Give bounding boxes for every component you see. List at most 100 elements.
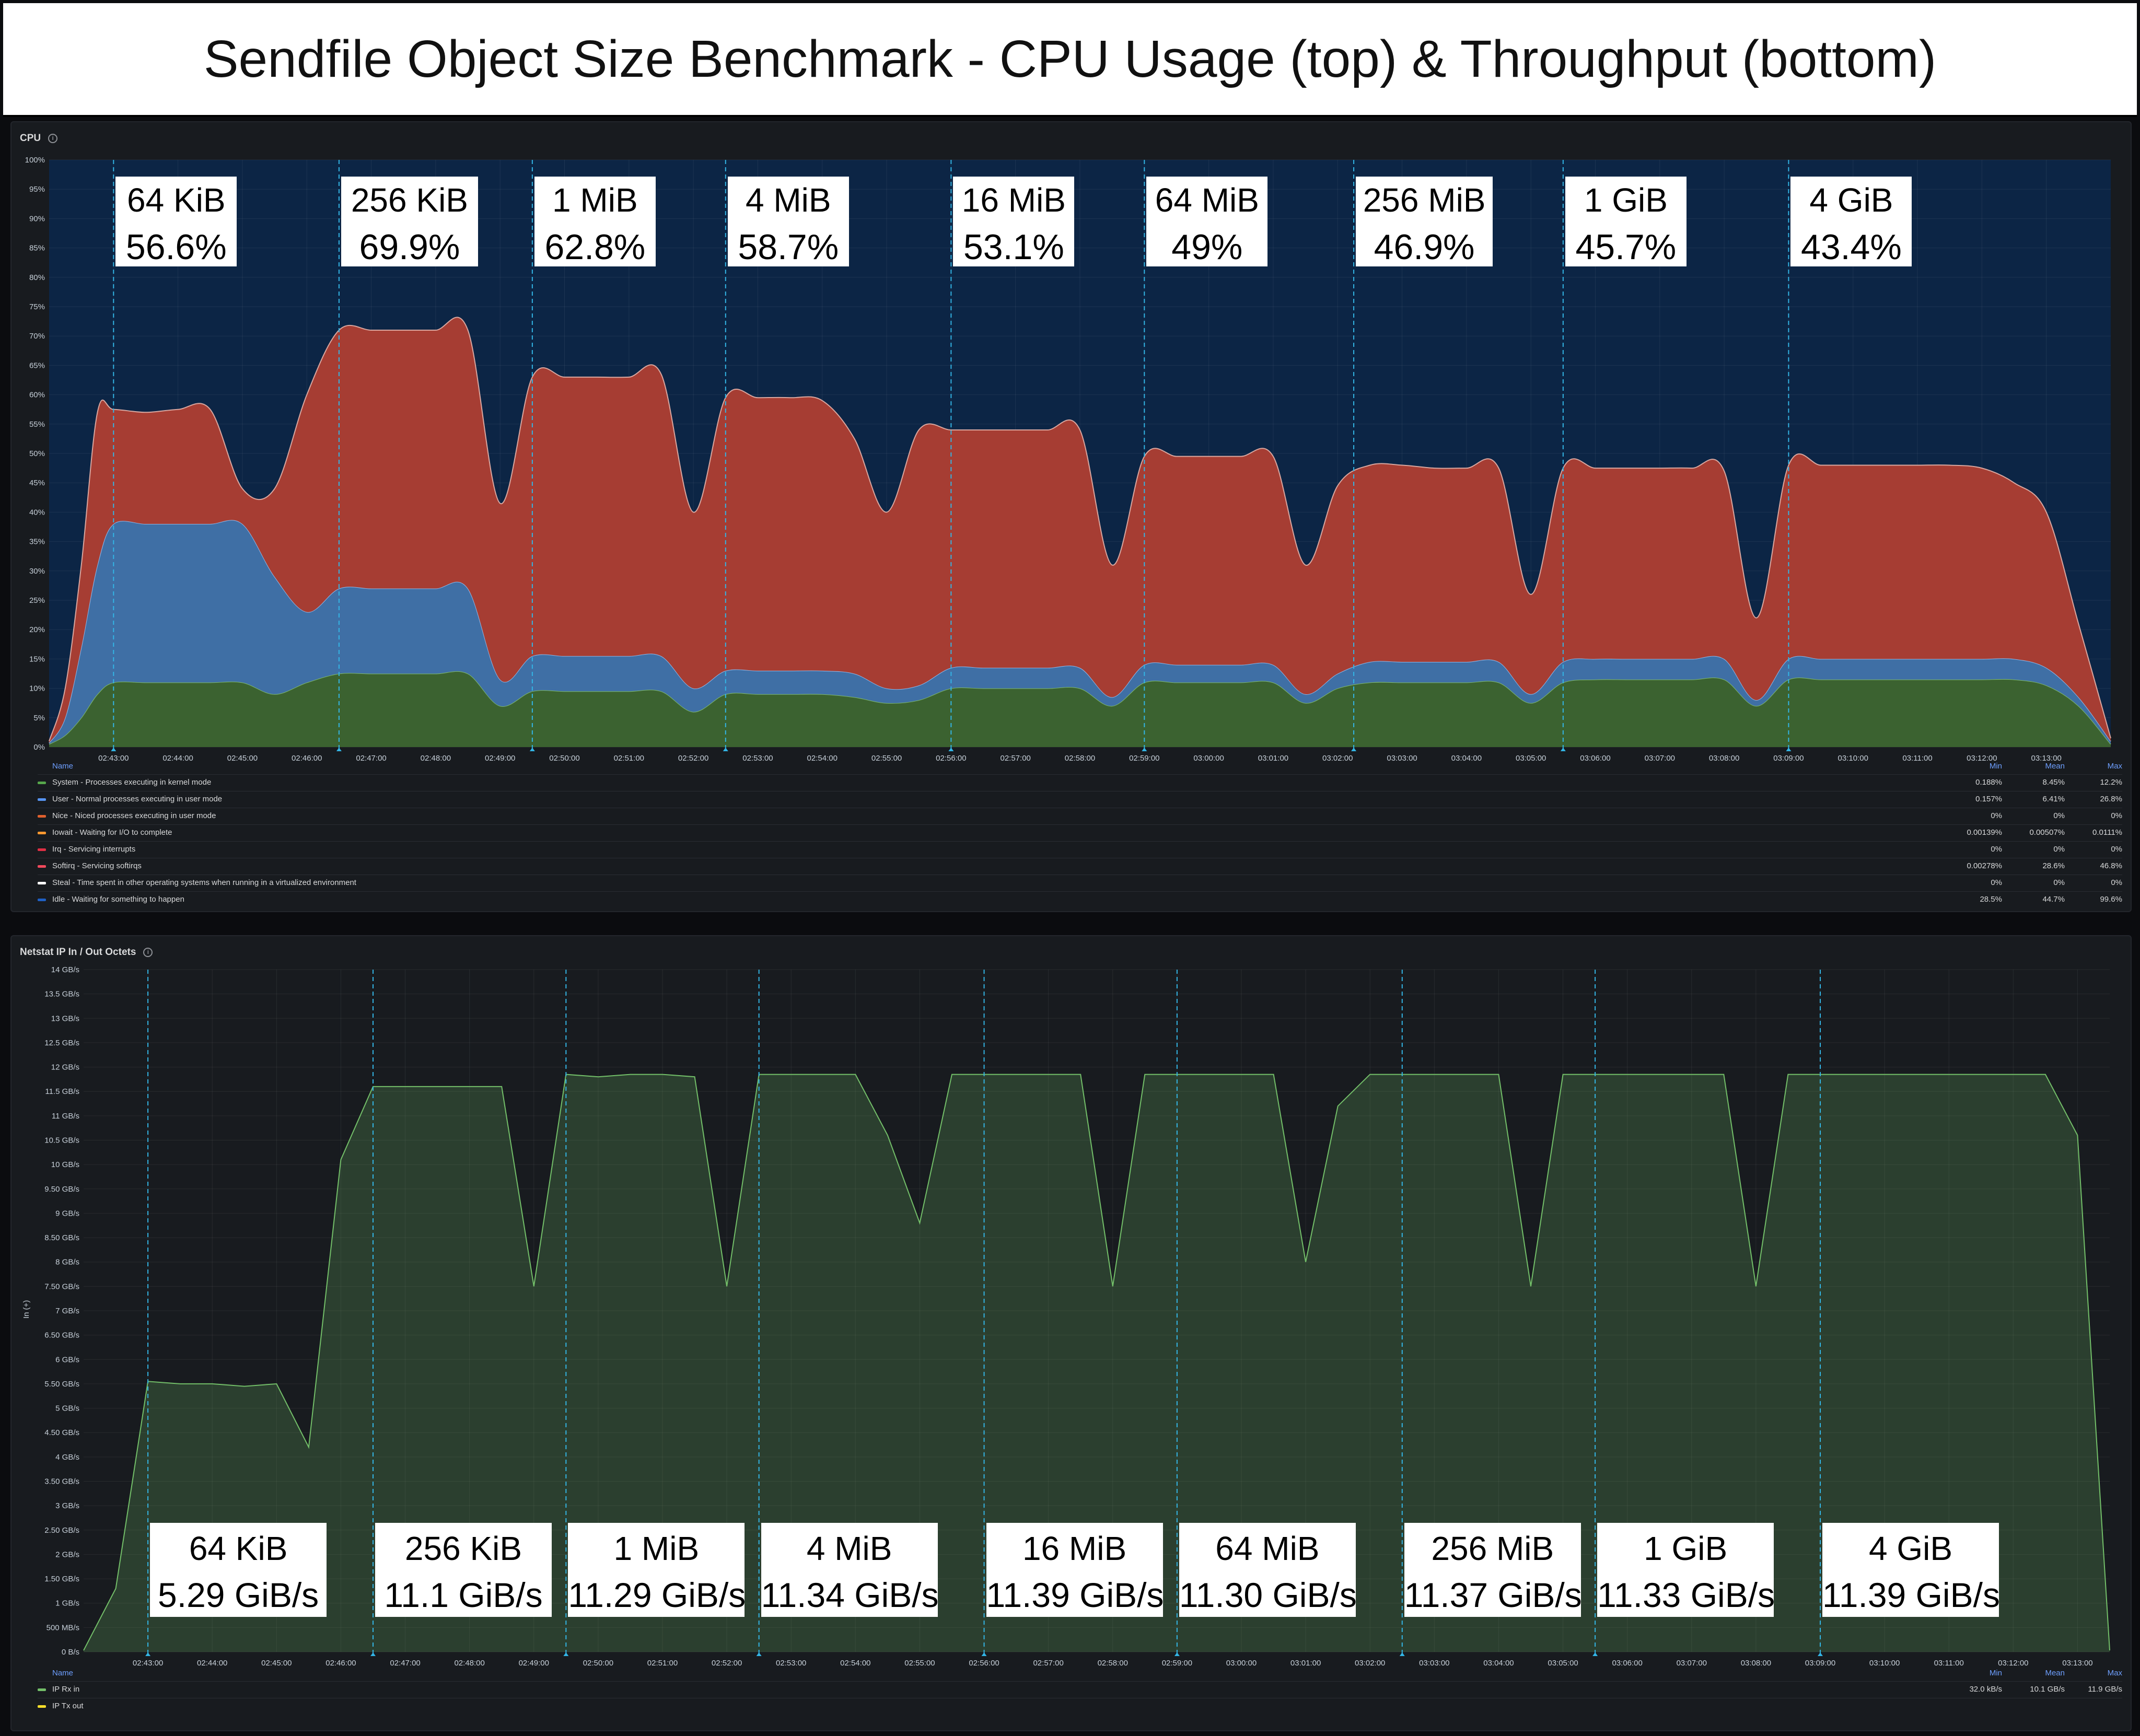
annotation-marker-caret bbox=[1786, 748, 1792, 751]
x-tick-label: 02:45:00 bbox=[261, 1659, 292, 1668]
annotation-value-label: 11.39 GiB/s bbox=[986, 1576, 1164, 1614]
x-tick-label: 02:51:00 bbox=[647, 1659, 678, 1668]
legend-item-user[interactable]: User - Normal processes executing in use… bbox=[38, 791, 2122, 808]
x-tick-label: 02:51:00 bbox=[614, 754, 644, 763]
annotation-box: 1 GiB 11.33 GiB/s bbox=[1597, 1523, 1775, 1617]
annotation-value-label: 53.1% bbox=[963, 227, 1064, 267]
legend-swatch bbox=[38, 782, 46, 784]
annotation-size-label: 64 KiB bbox=[127, 181, 226, 219]
annotation-size-label: 64 KiB bbox=[189, 1530, 288, 1567]
y-tick-label: 90% bbox=[29, 214, 45, 223]
legend-label: Softirq - Servicing softirqs bbox=[52, 861, 142, 870]
series-area-softirq bbox=[49, 317, 2111, 743]
annotation-box: 4 GiB 43.4% bbox=[1790, 177, 1912, 267]
x-tick-label: 02:58:00 bbox=[1098, 1659, 1128, 1668]
legend-item-softirq[interactable]: Softirq - Servicing softirqs 0.00278% 28.6… bbox=[38, 858, 2122, 875]
y-tick-label: 8.50 GB/s bbox=[44, 1233, 79, 1242]
y-tick-label: 0 B/s bbox=[62, 1648, 79, 1657]
cpu-legend-header: Name Min Mean Max bbox=[38, 761, 2122, 774]
annotation-value-label: 11.39 GiB/s bbox=[1822, 1576, 2000, 1614]
annotation-size-label: 4 MiB bbox=[745, 181, 831, 219]
annotation-value-label: 11.29 GiB/s bbox=[568, 1576, 746, 1614]
info-icon[interactable]: i bbox=[143, 948, 153, 957]
legend-item-system[interactable]: System - Processes executing in kernel m… bbox=[38, 774, 2122, 791]
cpu-panel-header: CPU i bbox=[20, 133, 58, 144]
x-tick-label: 02:46:00 bbox=[292, 754, 322, 763]
legend-max: 46.8% bbox=[2100, 861, 2122, 870]
annotation-box: 1 GiB 45.7% bbox=[1565, 177, 1687, 267]
y-tick-label: 4.50 GB/s bbox=[44, 1428, 79, 1437]
x-tick-label: 03:02:00 bbox=[1322, 754, 1353, 763]
legend-swatch bbox=[38, 832, 46, 834]
legend-label: Idle - Waiting for something to happen bbox=[52, 895, 184, 904]
legend-item-rx[interactable]: IP Rx in 32.0 kB/s 10.1 GB/s 11.9 GB/s bbox=[38, 1681, 2122, 1698]
legend-header-name: Name bbox=[52, 762, 74, 771]
x-tick-label: 03:09:00 bbox=[1773, 754, 1804, 763]
cpu-panel-title: CPU bbox=[20, 133, 41, 144]
x-tick-label: 02:55:00 bbox=[871, 754, 902, 763]
annotation-value-label: 58.7% bbox=[738, 227, 839, 267]
annotation-size-label: 64 MiB bbox=[1155, 181, 1259, 219]
annotation-size-label: 1 MiB bbox=[552, 181, 638, 219]
legend-mean: 8.45% bbox=[2042, 778, 2065, 787]
y-tick-label: 35% bbox=[29, 538, 45, 546]
legend-mean: 44.7% bbox=[2042, 895, 2065, 904]
x-tick-label: 02:53:00 bbox=[776, 1659, 806, 1668]
series-area-user bbox=[49, 520, 2111, 744]
y-tick-label: 5.50 GB/s bbox=[44, 1380, 79, 1389]
x-tick-label: 03:13:00 bbox=[2062, 1659, 2092, 1668]
legend-item-steal[interactable]: Steal - Time spent in other operating sy… bbox=[38, 875, 2122, 891]
annotation-marker-caret bbox=[1142, 748, 1147, 751]
legend-item-idle[interactable]: Idle - Waiting for something to happen 28… bbox=[38, 891, 2122, 908]
x-tick-label: 03:04:00 bbox=[1451, 754, 1482, 763]
annotation-box: 4 MiB 58.7% bbox=[727, 177, 849, 267]
legend-item-nice[interactable]: Nice - Niced processes executing in user… bbox=[38, 808, 2122, 824]
legend-label: Steal - Time spent in other operating sy… bbox=[52, 878, 356, 887]
annotation-box: 4 MiB 11.34 GiB/s bbox=[761, 1523, 939, 1617]
legend-item-irq[interactable]: Irq - Servicing interrupts 0% 0% 0% bbox=[38, 841, 2122, 858]
legend-mean: 0% bbox=[2053, 878, 2065, 887]
annotation-box: 1 MiB 11.29 GiB/s bbox=[568, 1523, 746, 1617]
legend-swatch bbox=[38, 815, 46, 818]
legend-item-tx[interactable]: IP Tx out bbox=[38, 1698, 2122, 1715]
y-tick-label: 10 GB/s bbox=[51, 1160, 79, 1169]
annotation-value-label: 43.4% bbox=[1801, 227, 1902, 267]
legend-min: 0.00139% bbox=[1967, 828, 2002, 837]
legend-mean: 28.6% bbox=[2042, 861, 2065, 870]
legend-min: 28.5% bbox=[1980, 895, 2002, 904]
y-tick-label: 95% bbox=[29, 185, 45, 194]
x-tick-label: 02:58:00 bbox=[1065, 754, 1095, 763]
y-tick-label: 4 GB/s bbox=[55, 1453, 79, 1462]
annotation-value-label: 49% bbox=[1171, 227, 1243, 267]
annotation-value-label: 11.33 GiB/s bbox=[1597, 1576, 1775, 1614]
annotation-box: 256 MiB 46.9% bbox=[1356, 177, 1493, 267]
chart-title: Sendfile Object Size Benchmark - CPU Usa… bbox=[203, 29, 1937, 88]
annotation-size-label: 1 MiB bbox=[613, 1530, 700, 1567]
x-tick-label: 02:49:00 bbox=[519, 1659, 549, 1668]
annotation-marker-caret bbox=[1560, 748, 1566, 751]
y-tick-label: 12.5 GB/s bbox=[44, 1039, 79, 1047]
y-tick-label: 60% bbox=[29, 391, 45, 400]
y-tick-label: 6 GB/s bbox=[55, 1355, 79, 1364]
legend-min: 0.188% bbox=[1975, 778, 2002, 787]
legend-swatch bbox=[38, 882, 46, 884]
x-tick-label: 02:43:00 bbox=[98, 754, 129, 763]
x-tick-label: 02:49:00 bbox=[485, 754, 515, 763]
x-tick-label: 03:06:00 bbox=[1580, 754, 1610, 763]
x-tick-label: 03:11:00 bbox=[1902, 754, 1932, 763]
annotation-box: 256 KiB 69.9% bbox=[341, 177, 478, 267]
annotation-size-label: 64 MiB bbox=[1215, 1530, 1320, 1567]
legend-label: System - Processes executing in kernel m… bbox=[52, 778, 212, 787]
x-tick-label: 02:45:00 bbox=[227, 754, 258, 763]
annotation-box: 64 KiB 5.29 GiB/s bbox=[150, 1523, 327, 1617]
legend-swatch bbox=[38, 1705, 46, 1708]
legend-item-iowait[interactable]: Iowait - Waiting for I/O to complete 0.00… bbox=[38, 824, 2122, 841]
legend-label: Iowait - Waiting for I/O to complete bbox=[52, 828, 172, 837]
legend-mean: 0% bbox=[2053, 811, 2065, 820]
y-tick-label: 65% bbox=[29, 361, 45, 370]
y-tick-label: 0% bbox=[33, 743, 45, 752]
x-tick-label: 02:53:00 bbox=[742, 754, 773, 763]
x-tick-label: 03:04:00 bbox=[1483, 1659, 1514, 1668]
info-icon[interactable]: i bbox=[48, 134, 58, 143]
legend-header-max: Max bbox=[2107, 762, 2122, 771]
